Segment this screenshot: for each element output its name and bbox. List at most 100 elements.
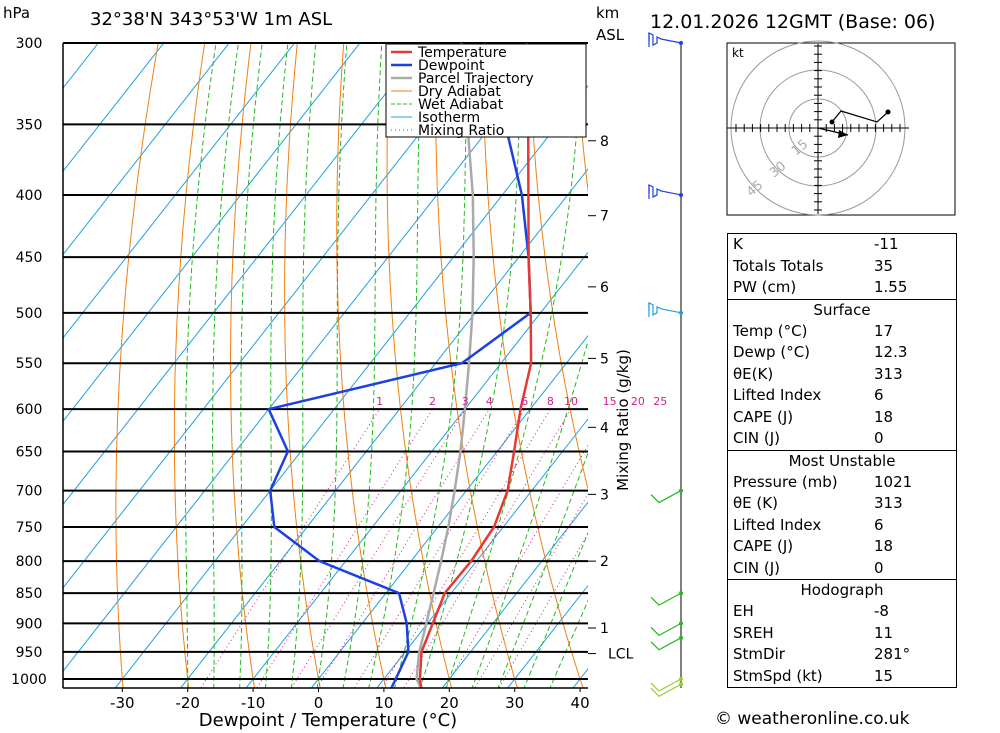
wind-barb [650,678,682,692]
pressure-tick-label: 450 [16,250,43,266]
surface-row: Lifted Index 6 [733,386,884,404]
mixing-ratio-label: 10 [564,395,578,408]
isotherm-line [63,43,165,173]
hodograph-point-top [885,109,891,115]
surface-header: Surface [813,300,871,319]
dry-adiabat-line [528,43,588,491]
temperature-tick-label: -10 [241,694,266,712]
dry-adiabat-line [230,43,255,688]
isotherm-line [63,43,230,256]
isobars [63,42,588,680]
storm-motion-arrowhead [838,130,848,138]
mixing-ratio-label: 3 [462,395,469,408]
index-row-k: K -11 [733,235,899,253]
location-title: 32°38'N 343°53'W 1m ASL [90,9,332,30]
hodograph-section: Hodograph EH -8 SREH 11 StmDir 281° StmSpd … [728,579,956,687]
hodograph-row: EH -8 [733,602,889,620]
mixing-ratio-label: 6 [521,395,528,408]
dry-adiabat-line [173,43,206,688]
legend: Temperature Dewpoint Parcel Trajectory D… [385,43,587,139]
pressure-tick-label: 750 [16,520,43,536]
hodograph-point-low [829,119,835,125]
wind-barb [650,490,682,504]
hodograph-ticks [735,45,901,211]
wet-adiabat-line [265,43,289,688]
pressure-tick-label: 1000 [11,672,47,688]
pressure-tick-label: 600 [16,402,43,418]
most-unstable-row: CAPE (J) 18 [733,537,894,555]
hodograph-header: Hodograph [800,581,884,599]
background-lines [63,7,1000,705]
surface-row: θE(K) 313 [733,364,903,383]
height-unit-label: km [596,4,619,22]
mixing-ratio-label: 4 [486,395,493,408]
wind-barb [650,592,682,606]
wind-barb [650,637,682,651]
mixing-ratio-line [290,408,466,688]
surface-section: Surface Temp (°C) 17 Dewp (°C) 12.3 θE(K) 3… [728,298,956,450]
indices-table: K -11 Totals Totals 35 PW (cm) 1.55 Surface… [727,233,957,688]
temperature-tick-label: 30 [505,694,524,712]
wet-adiabat-line [290,43,317,688]
isotherm-line [506,584,588,688]
most-unstable-section: Most Unstable Pressure (mb) 1021 θE (K) 31… [728,449,956,580]
isotherm-line [63,43,361,423]
pressure-tick-label: 650 [16,444,43,460]
profiles [267,43,533,688]
hodograph-frame [726,42,956,216]
isotherm-line [441,501,588,688]
legend-label-dewpoint: Dewpoint [418,58,485,74]
pressure-tick-label: 900 [16,616,43,632]
wet-adiabat-line [394,43,469,688]
height-tick-label: 8 [600,134,609,150]
legend-label-isotherm: Isotherm [418,110,480,126]
mixing-ratio-line [403,408,572,688]
most-unstable-header: Most Unstable [788,451,896,470]
legend-label-dry-adiabat: Dry Adiabat [418,84,501,100]
x-axis-title: Dewpoint / Temperature (°C) [199,710,457,731]
mixing-ratio-label: 2 [429,395,436,408]
pressure-tick-label: 400 [16,188,43,204]
wet-adiabat-line [239,43,263,688]
most-unstable-row: θE (K) 313 [733,494,903,512]
mixing-ratio-label: 25 [653,395,667,408]
general-indices: K -11 Totals Totals 35 PW (cm) 1.55 [728,234,956,299]
pressure-tick-label: 800 [16,554,43,570]
dry-adiabat-line [284,43,321,688]
dry-adiabat-line [336,43,387,688]
mixing-ratio-label: 15 [603,395,617,408]
mixing-ratio-label: 8 [547,395,554,408]
hodograph-unit: kt [732,46,744,60]
isotherm-line [179,168,588,688]
wet-adiabat-line [316,43,348,688]
pressure-tick-label: 300 [16,36,43,52]
height-tick-label: 4 [600,420,609,436]
mixing-ratio-axis-title: Mixing Ratio (g/kg) [614,349,632,491]
wet-adiabat-line [549,599,588,688]
legend-label-parcel: Parcel Trajectory [418,71,534,87]
most-unstable-row: Pressure (mb) 1021 [733,472,913,491]
credit-link[interactable]: © weatheronline.co.uk [715,709,910,729]
pressure-tick-label: 850 [16,586,43,602]
dry-adiabat-line [115,43,159,688]
wet-adiabat-line [342,43,383,688]
most-unstable-row: Lifted Index 6 [733,515,884,534]
wet-adiabat-line [523,531,588,688]
height-tick-label: 7 [600,209,609,225]
index-row-pw: PW (cm) 1.55 [733,278,908,296]
hodograph: kt 15 30 45 [726,40,956,216]
isotherm-line [63,43,296,339]
wind-barb [648,183,682,199]
wet-adiabat-line [497,451,588,688]
dry-adiabat-line [574,43,588,195]
wind-barb [650,683,682,697]
temperature-line [418,43,533,688]
datetime-title: 12.01.2026 12GMT (Base: 06) [650,11,935,33]
temperature-tick-label: -20 [175,694,200,712]
pressure-tick-label: 550 [16,356,43,372]
wet-adiabat-line [419,43,522,688]
dry-adiabat-line [983,7,1000,705]
temperature-tick-label: 20 [440,694,459,712]
dry-adiabat-line [482,43,584,688]
